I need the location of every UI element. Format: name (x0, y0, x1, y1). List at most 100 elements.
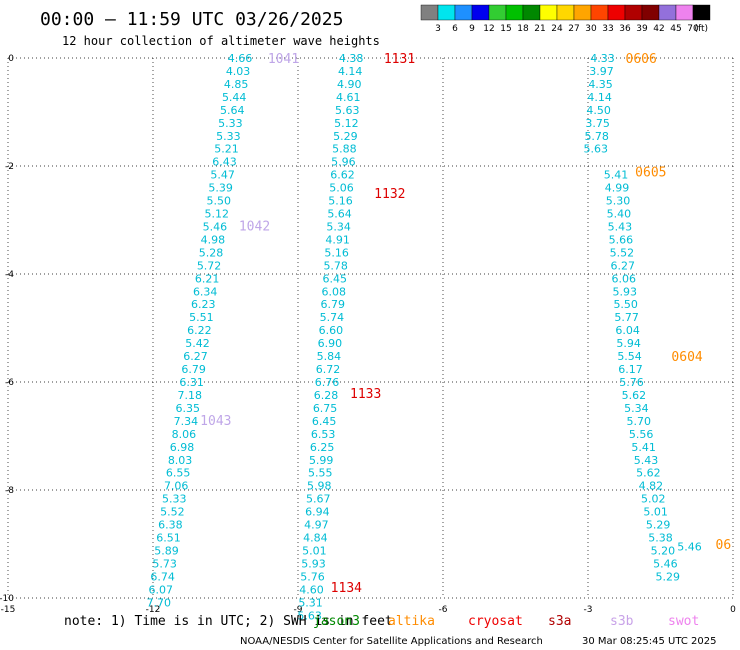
time-label: 1134 (331, 581, 362, 596)
time-label: 1133 (350, 387, 381, 402)
swh-value: 5.43 (608, 220, 633, 233)
swh-value: 4.14 (338, 65, 363, 78)
y-tick-label: -8 (5, 486, 14, 496)
colorbar-swatch (624, 4, 643, 21)
swh-value: 6.27 (611, 259, 636, 272)
swh-value: 6.43 (212, 156, 237, 169)
swh-value: 5.50 (613, 298, 638, 311)
swh-value: 5.33 (162, 493, 187, 506)
colorbar-label: 27 (568, 24, 579, 34)
swh-value: 6.55 (166, 467, 191, 480)
colorbar-swatch (522, 4, 541, 21)
swh-value: 5.66 (609, 233, 634, 246)
swh-value: 5.01 (302, 544, 327, 557)
swh-value: 5.94 (616, 337, 641, 350)
swh-value: 5.76 (619, 376, 644, 389)
swh-value: 6.90 (318, 337, 343, 350)
swh-value: 4.60 (299, 583, 324, 596)
swh-value: 5.89 (154, 544, 179, 557)
x-tick-label: 0 (730, 605, 736, 615)
swh-value: 5.06 (329, 182, 354, 195)
colorbar-swatch (539, 4, 558, 21)
colorbar-label: 30 (585, 24, 597, 34)
swh-value: 5.29 (646, 519, 671, 532)
swh-value: 5.46 (203, 220, 228, 233)
swh-value: 6.75 (313, 402, 338, 415)
swh-value: 4.97 (304, 519, 329, 532)
swh-value: 5.78 (323, 259, 348, 272)
colorbar-swatch (641, 4, 660, 21)
swh-value: 5.63 (297, 609, 322, 622)
swh-value: 5.31 (298, 596, 323, 609)
grid (7, 57, 734, 599)
colorbar-swatch (573, 4, 592, 21)
swh-value: 5.64 (327, 208, 352, 221)
swh-value: 5.88 (332, 143, 357, 156)
swh-value: 6.35 (176, 402, 201, 415)
swh-value: 8.06 (172, 428, 197, 441)
swh-value: 5.52 (160, 506, 185, 519)
colorbar-swatch (471, 4, 490, 21)
swh-value: 3.97 (589, 65, 614, 78)
swh-value: 5.99 (309, 454, 334, 467)
colorbar-swatch (454, 4, 473, 21)
swh-value: 6.25 (310, 441, 335, 454)
swh-value: 6.17 (618, 363, 643, 376)
swh-value: 7.70 (147, 596, 172, 609)
swh-value: 5.56 (629, 428, 654, 441)
swh-value: 5.20 (651, 544, 676, 557)
y-tick-label: -10 (0, 594, 14, 604)
swh-value: 5.29 (333, 130, 358, 143)
swh-value: 6.31 (179, 376, 204, 389)
time-label: 0604 (671, 350, 702, 365)
swh-value: 5.84 (317, 350, 342, 363)
swh-value: 5.16 (328, 195, 353, 208)
swh-value: 4.61 (336, 91, 361, 104)
swh-value: 5.73 (152, 557, 177, 570)
swh-value: 6.51 (156, 532, 181, 545)
swh-value: 6.76 (315, 376, 340, 389)
swh-value: 6.60 (319, 324, 344, 337)
x-tick-label: -15 (1, 605, 16, 615)
colorbar-label: 42 (653, 24, 664, 34)
swh-value: 5.33 (216, 130, 241, 143)
colorbar-label: 21 (534, 24, 545, 34)
time-label: 06 (716, 538, 732, 553)
legend-cryosat: cryosat (468, 614, 523, 629)
swh-value: 5.44 (222, 91, 247, 104)
swh-value: 6.28 (314, 389, 339, 402)
y-tick-label: -2 (5, 162, 14, 172)
swh-value: 4.38 (339, 52, 364, 65)
y-tick-label: 0 (8, 54, 14, 64)
colorbar-label: 24 (551, 24, 563, 34)
colorbar-label: 15 (500, 24, 511, 34)
swh-value: 4.84 (303, 532, 328, 545)
swh-value: 5.98 (307, 480, 332, 493)
swh-value: 6.74 (150, 570, 175, 583)
swh-value: 5.34 (624, 402, 649, 415)
swh-value: 6.53 (311, 428, 336, 441)
colorbar-swatch (488, 4, 507, 21)
swh-value: 7.34 (174, 415, 199, 428)
data-points: 4.664.034.855.445.645.335.335.216.435.47… (147, 52, 702, 622)
time-label: 1042 (239, 219, 270, 234)
time-label: 0605 (635, 165, 666, 180)
swh-value: 5.63 (583, 143, 608, 156)
swh-value: 4.90 (337, 78, 362, 91)
colorbar-swatch (556, 4, 575, 21)
swh-value: 6.45 (312, 415, 337, 428)
swh-value: 4.85 (224, 78, 249, 91)
colorbar-label: 45 (670, 24, 681, 34)
x-tick-label: -3 (584, 605, 593, 615)
swh-value: 7.18 (177, 389, 202, 402)
legend-swot: swot (668, 614, 699, 629)
colorbar-label: 39 (636, 24, 648, 34)
swh-value: 6.08 (322, 285, 347, 298)
swh-value: 4.33 (590, 52, 615, 65)
swh-value: 5.42 (185, 337, 210, 350)
colorbar-unit: (ft) (694, 24, 708, 34)
swh-value: 4.03 (226, 65, 251, 78)
footer-timestamp: 30 Mar 08:25:45 UTC 2025 (582, 636, 717, 647)
swh-value: 5.54 (617, 350, 642, 363)
